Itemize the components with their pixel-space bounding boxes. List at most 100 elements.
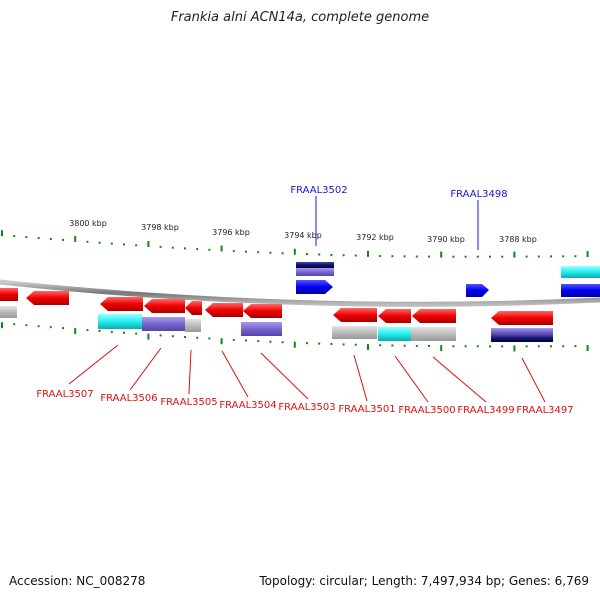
domain-bar	[142, 317, 185, 331]
gene-fraal3502[interactable]	[296, 280, 333, 294]
ruler-minor-tick	[110, 330, 113, 333]
gene-label-fraal3506[interactable]: FRAAL3506	[100, 393, 157, 404]
gene-label-fraal3498[interactable]: FRAAL3498	[450, 189, 507, 200]
gene-labels: FRAAL3502 FRAAL3498 FRAAL3507 FRAAL3506 …	[36, 185, 573, 416]
ruler-minor-tick	[281, 341, 284, 344]
reverse-annotation-bars	[0, 306, 553, 342]
ruler-label: 3790 kbp	[427, 235, 465, 244]
ruler-minor-tick	[86, 240, 89, 243]
gene-reverse[interactable]	[100, 297, 143, 311]
ruler-major-tick	[147, 241, 150, 248]
domain-bar	[491, 335, 553, 342]
ruler-minor-tick	[13, 235, 16, 238]
ruler-minor-tick	[464, 345, 467, 348]
gene-reverse[interactable]	[333, 308, 377, 322]
ruler-minor-tick	[537, 345, 540, 348]
ruler-minor-tick	[562, 255, 565, 258]
ruler-major-tick	[367, 344, 369, 350]
ruler-minor-tick	[171, 335, 174, 338]
domain-bar	[296, 268, 334, 276]
gene-label-fraal3504[interactable]: FRAAL3504	[219, 400, 276, 411]
ruler-labels: 3800 kbp 3798 kbp 3796 kbp 3794 kbp 3792…	[69, 219, 537, 244]
ruler-minor-tick	[403, 255, 406, 258]
ruler-minor-tick	[318, 253, 321, 256]
domain-bar	[0, 306, 17, 318]
ruler-minor-tick	[452, 345, 455, 348]
gene-label-fraal3507[interactable]: FRAAL3507	[36, 389, 93, 400]
domain-bar	[491, 328, 553, 335]
ruler-minor-tick	[208, 337, 211, 340]
ruler-minor-tick	[415, 344, 418, 347]
ruler-minor-tick	[379, 344, 382, 347]
gene-fraal3498[interactable]	[466, 284, 489, 297]
ruler-minor-tick	[135, 332, 138, 335]
domain-bar	[332, 326, 377, 339]
ruler-minor-tick	[123, 243, 125, 246]
gene-label-fraal3499[interactable]: FRAAL3499	[457, 405, 514, 416]
ruler-minor-tick	[525, 345, 528, 348]
ruler-minor-tick	[49, 238, 52, 240]
domain-bar	[241, 322, 282, 336]
ruler-minor-tick	[391, 344, 394, 347]
ruler-major-tick	[367, 250, 369, 257]
ruler-minor-tick	[123, 331, 125, 334]
ruler-minor-tick	[537, 255, 540, 258]
ruler-minor-tick	[110, 242, 113, 245]
ruler-minor-tick	[208, 248, 211, 251]
gene-label-fraal3497[interactable]: FRAAL3497	[516, 405, 573, 416]
gene-label-fraal3501[interactable]: FRAAL3501	[338, 404, 395, 415]
ruler-major-tick	[1, 230, 3, 237]
ruler-minor-tick	[415, 255, 418, 258]
gene-reverse-partial[interactable]	[0, 288, 18, 301]
ruler-minor-tick	[98, 241, 101, 244]
reverse-genes	[0, 288, 553, 325]
ruler-minor-tick	[25, 324, 28, 327]
ruler-minor-tick	[476, 345, 479, 348]
ruler-minor-tick	[184, 247, 186, 250]
gene-reverse[interactable]	[26, 291, 69, 305]
domain-bar	[185, 319, 201, 332]
ruler-minor-tick	[354, 254, 357, 257]
ruler-minor-tick	[525, 255, 528, 258]
ruler-minor-tick	[13, 323, 16, 326]
ruler-label: 3800 kbp	[69, 219, 107, 228]
ruler-minor-tick	[184, 336, 186, 338]
ruler-minor-tick	[245, 250, 247, 253]
ruler-label: 3796 kbp	[212, 228, 250, 237]
ruler-minor-tick	[159, 334, 162, 337]
genome-backbone	[0, 279, 600, 307]
ruler-label: 3788 kbp	[499, 235, 537, 244]
gene-label-fraal3502[interactable]: FRAAL3502	[290, 185, 347, 196]
ruler-minor-tick	[330, 253, 333, 256]
ruler-minor-tick	[196, 248, 199, 251]
ruler-minor-tick	[342, 254, 345, 257]
gene-reverse[interactable]	[491, 311, 553, 325]
gene-label-fraal3503[interactable]: FRAAL3503	[278, 402, 335, 413]
ruler-minor-tick	[196, 336, 199, 339]
ruler-major-tick	[513, 345, 516, 352]
gene-reverse[interactable]	[205, 303, 243, 317]
domain-bar	[98, 314, 142, 329]
gene-reverse[interactable]	[378, 309, 411, 323]
domain-bar	[378, 327, 411, 341]
gene-forward-partial[interactable]	[561, 284, 600, 297]
gene-reverse[interactable]	[185, 301, 202, 315]
ruler-minor-tick	[269, 251, 272, 254]
ruler-major-tick	[74, 328, 77, 335]
gene-label-fraal3500[interactable]: FRAAL3500	[398, 405, 455, 416]
gene-reverse[interactable]	[243, 304, 282, 318]
ruler-inner	[1, 322, 589, 352]
ruler-label: 3798 kbp	[141, 223, 179, 232]
gene-reverse[interactable]	[144, 299, 185, 313]
ruler-minor-tick	[135, 244, 138, 247]
ruler-minor-tick	[245, 339, 247, 342]
ruler-minor-tick	[403, 344, 406, 347]
ruler-minor-tick	[489, 255, 491, 258]
gene-label-fraal3505[interactable]: FRAAL3505	[160, 397, 217, 408]
gene-reverse[interactable]	[412, 309, 456, 323]
ruler-minor-tick	[37, 325, 40, 328]
ruler-minor-tick	[379, 255, 382, 257]
ruler-minor-tick	[281, 252, 284, 255]
domain-bar	[561, 266, 600, 278]
